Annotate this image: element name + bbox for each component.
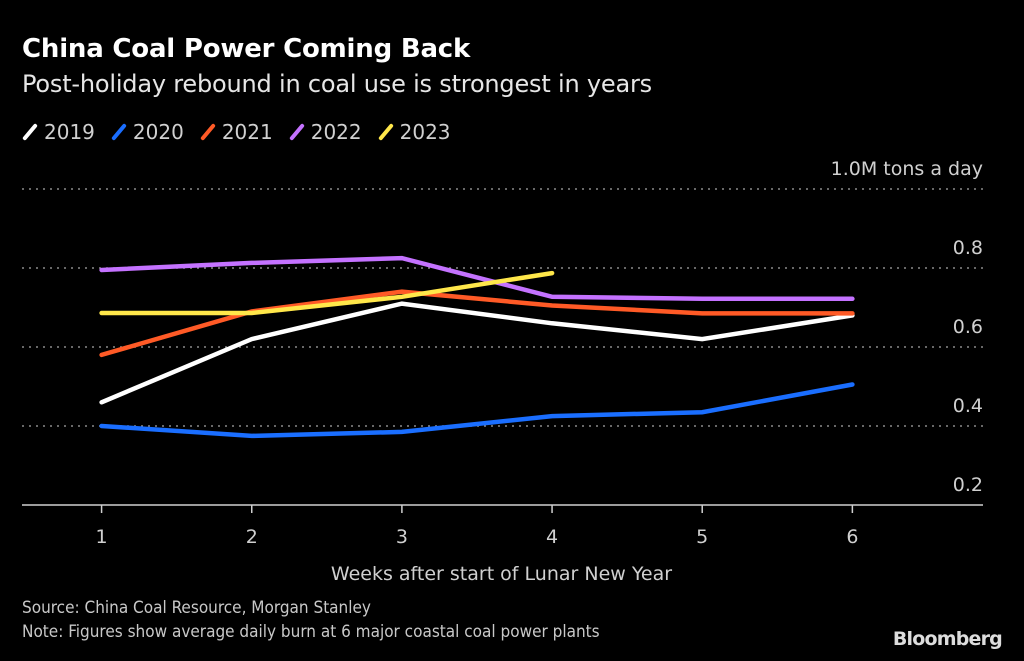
y-tick-label: 0.2 bbox=[953, 474, 983, 496]
series-line-2020 bbox=[99, 382, 855, 439]
source-note: Source: China Coal Resource, Morgan Stan… bbox=[22, 598, 371, 618]
methodology-note: Note: Figures show average daily burn at… bbox=[22, 622, 600, 642]
legend-item-2022: 2022 bbox=[288, 120, 362, 144]
legend-item-2020: 2020 bbox=[110, 120, 184, 144]
series-line-2019 bbox=[99, 301, 855, 405]
series-line-2021 bbox=[99, 289, 855, 358]
legend-label: 2019 bbox=[44, 120, 95, 144]
x-tick-label: 5 bbox=[696, 526, 708, 548]
series-line-2023 bbox=[99, 270, 555, 316]
chart-title: China Coal Power Coming Back bbox=[22, 34, 471, 64]
series-line-2022 bbox=[99, 255, 855, 302]
legend-item-2023: 2023 bbox=[377, 120, 451, 144]
y-tick-label: 0.6 bbox=[953, 316, 983, 338]
legend-label: 2023 bbox=[399, 120, 451, 144]
legend-item-2021: 2021 bbox=[199, 120, 273, 144]
x-tick-label: 3 bbox=[396, 526, 408, 548]
legend: 2019 2020 2021 2022 2023 bbox=[22, 120, 451, 144]
x-tick-label: 6 bbox=[846, 526, 858, 548]
legend-item-2019: 2019 bbox=[22, 120, 95, 144]
legend-label: 2021 bbox=[221, 120, 273, 144]
legend-label: 2020 bbox=[132, 120, 184, 144]
y-tick-label: 0.4 bbox=[953, 395, 983, 417]
x-tick-label: 2 bbox=[246, 526, 258, 548]
x-tick-label: 4 bbox=[546, 526, 558, 548]
y-tick-label: 0.8 bbox=[953, 237, 983, 259]
y-tick-label: 1.0M tons a day bbox=[831, 158, 983, 180]
chart-subtitle: Post-holiday rebound in coal use is stro… bbox=[22, 70, 652, 98]
x-axis-title: Weeks after start of Lunar New Year bbox=[331, 563, 672, 585]
bloomberg-logo: Bloomberg bbox=[892, 628, 1003, 650]
footer: Source: China Coal Resource, Morgan Stan… bbox=[22, 596, 600, 644]
x-tick-label: 1 bbox=[96, 526, 108, 548]
legend-label: 2022 bbox=[310, 120, 362, 144]
